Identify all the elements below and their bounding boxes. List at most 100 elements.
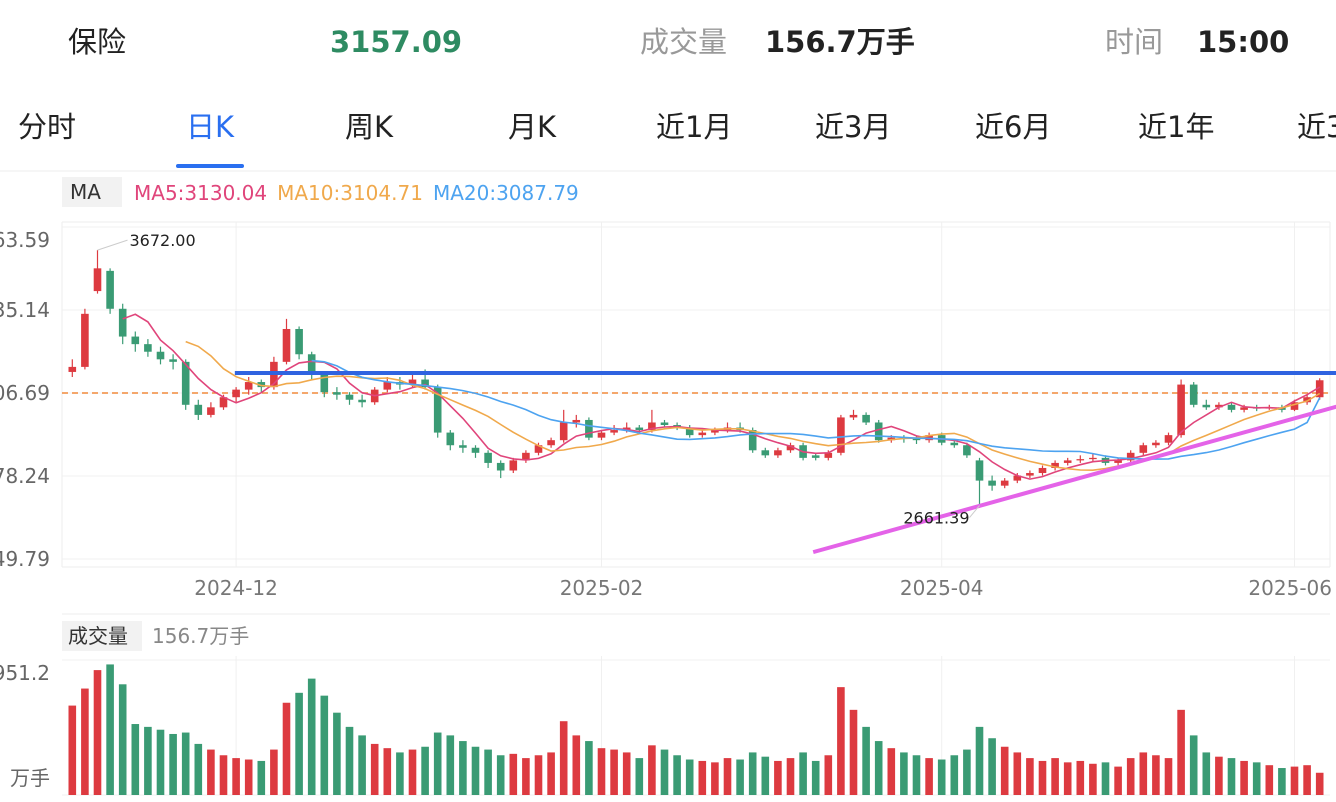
- volume-bar: [1139, 752, 1148, 795]
- y-tick-label: 万手: [10, 766, 50, 790]
- candle-body: [1063, 460, 1072, 463]
- candle-body: [81, 313, 89, 367]
- candle-body: [1240, 407, 1248, 410]
- volume-bar: [1089, 763, 1097, 795]
- volume-bar: [799, 752, 807, 795]
- volume-bar: [559, 721, 568, 795]
- volume-bar: [648, 745, 656, 795]
- candle-body: [181, 361, 190, 405]
- candle-body: [1139, 445, 1148, 453]
- tab[interactable]: 近1月: [656, 110, 733, 144]
- volume-bar: [912, 755, 921, 795]
- volume: 156.7万手: [765, 25, 915, 59]
- volume-bar: [446, 735, 455, 795]
- x-tick-label: 2025-02: [560, 576, 644, 600]
- candle-body: [68, 366, 77, 372]
- tab[interactable]: 近3月: [815, 110, 892, 144]
- candle-body: [1114, 460, 1122, 463]
- volume-bar: [509, 753, 518, 795]
- candle-body: [685, 427, 694, 436]
- candle-body: [471, 447, 480, 453]
- volume-bar: [282, 702, 291, 795]
- volume-bar: [585, 741, 593, 795]
- volume-bar: [610, 749, 618, 795]
- candle-body: [774, 450, 782, 456]
- candle-body: [711, 430, 719, 433]
- volume-bar: [761, 756, 770, 795]
- volume-bar: [257, 760, 266, 795]
- candle-body: [219, 397, 228, 408]
- volume-bar: [1101, 762, 1110, 795]
- candle-body: [1315, 380, 1324, 398]
- candle-body: [1202, 404, 1211, 408]
- candle-body: [660, 422, 669, 426]
- candle-body: [1089, 457, 1097, 460]
- candle-body: [345, 394, 354, 400]
- volume-bar: [408, 749, 417, 795]
- volume-bar: [1164, 758, 1173, 795]
- volume-bar: [383, 748, 392, 795]
- volume-bar: [711, 762, 719, 795]
- tab[interactable]: 近1年: [1138, 110, 1215, 144]
- volume-bar: [723, 758, 732, 795]
- candle-body: [509, 460, 518, 471]
- candle-body: [874, 422, 883, 441]
- volume-bar: [534, 755, 543, 795]
- candle-body: [522, 452, 530, 461]
- annotation: 2661.39: [903, 509, 969, 528]
- volume-bar: [837, 687, 845, 795]
- volume-bar: [975, 726, 984, 795]
- volume-bar: [396, 752, 404, 795]
- volume-bar: [849, 709, 858, 795]
- volume-bar: [131, 724, 140, 795]
- price: 3157.09: [330, 25, 463, 59]
- time-label: 时间: [1105, 25, 1164, 59]
- candle-body: [1177, 384, 1185, 436]
- candle-body: [1189, 384, 1198, 405]
- volume-bar: [144, 726, 152, 795]
- annotation: 3672.00: [130, 231, 196, 250]
- candle-body: [1038, 467, 1047, 474]
- tab[interactable]: 分时: [18, 110, 77, 144]
- candle-body: [421, 379, 429, 388]
- volume-bar: [1038, 760, 1047, 795]
- tab[interactable]: 近6月: [975, 110, 1052, 144]
- legend-entry: MA20:3087.79: [433, 181, 579, 205]
- candle-body: [1303, 397, 1311, 403]
- volume-bar: [270, 749, 278, 795]
- candle-body: [585, 419, 593, 438]
- volume-bar: [786, 758, 795, 795]
- candle-body: [547, 440, 555, 446]
- volume-bar: [345, 726, 354, 795]
- candle-body: [1290, 402, 1299, 410]
- candle-body: [156, 351, 165, 360]
- candle-body: [194, 404, 203, 415]
- volume-label: 成交量: [640, 25, 728, 59]
- volume-bar: [900, 752, 908, 795]
- tab[interactable]: 近3年: [1297, 110, 1336, 144]
- candle-body: [484, 452, 492, 463]
- volume-bar: [219, 755, 228, 795]
- volume-bar: [433, 732, 442, 795]
- tab[interactable]: 月K: [508, 110, 557, 144]
- volume-bar: [673, 755, 681, 795]
- candle-body: [963, 445, 971, 456]
- tab[interactable]: 周K: [345, 110, 394, 144]
- candle-body: [333, 392, 341, 395]
- volume-bar: [194, 743, 203, 795]
- tab[interactable]: 日K: [186, 110, 235, 144]
- candle-body: [849, 414, 858, 418]
- x-tick-label: 2025-04: [900, 576, 984, 600]
- volume-bar: [1189, 735, 1198, 795]
- volume-bar: [824, 755, 833, 795]
- volume-bar: [207, 749, 215, 795]
- volume-bar: [988, 738, 996, 795]
- volume-bar: [1076, 760, 1085, 795]
- candle-body: [988, 480, 996, 486]
- candle-body: [446, 432, 455, 446]
- candle-body: [433, 387, 442, 433]
- volume-bar: [698, 760, 707, 795]
- volume-bar: [1303, 765, 1311, 795]
- volume-bar: [1290, 766, 1299, 795]
